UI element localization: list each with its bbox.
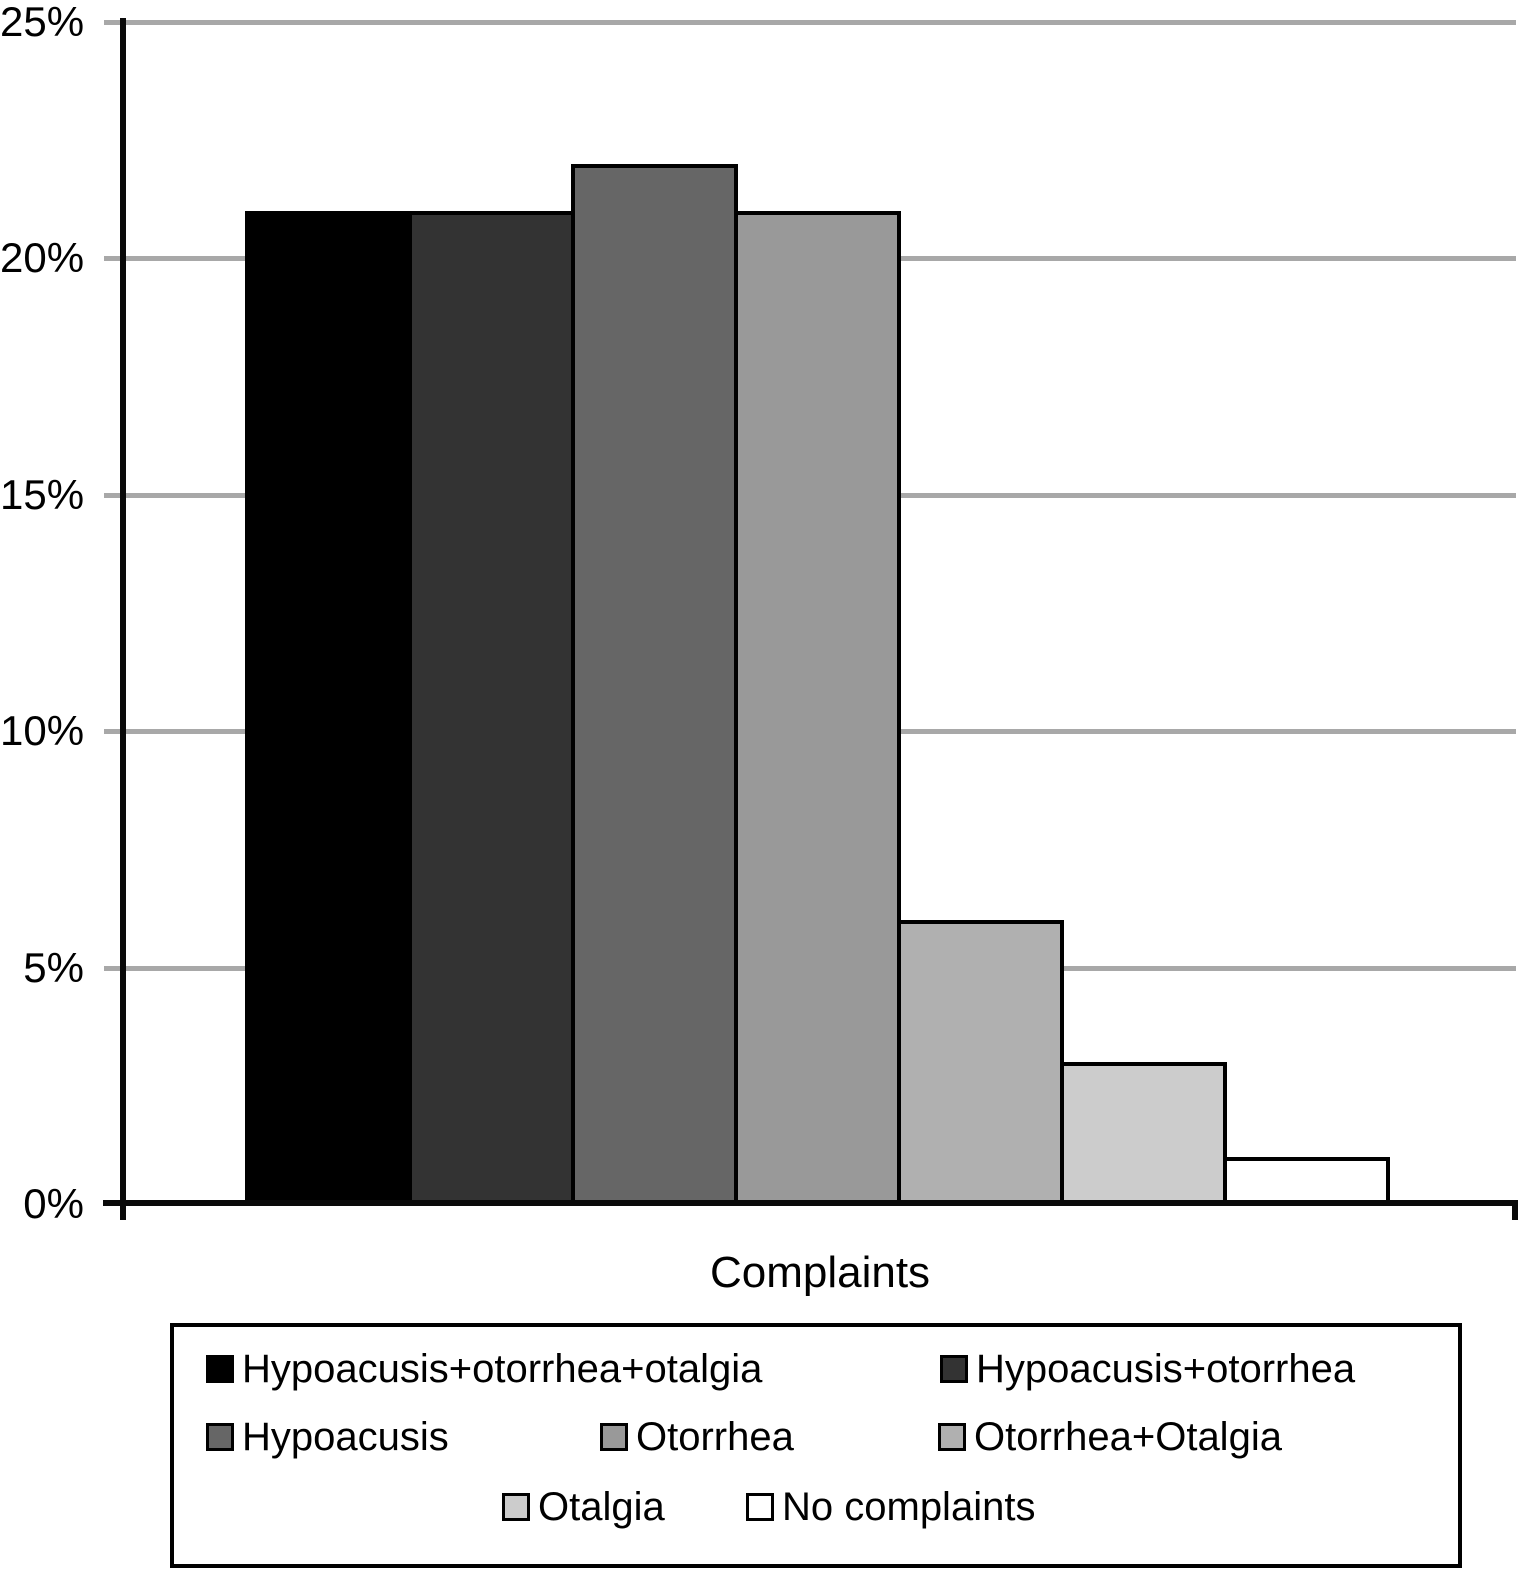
- legend-item-hypoacusis-otorrhea: Hypoacusis+otorrhea: [940, 1339, 1355, 1399]
- legend-swatch-otorrhea-otalgia: [938, 1423, 966, 1451]
- legend-swatch-hypoacusis-otorrhea: [940, 1355, 968, 1383]
- legend-item-hypoacusis-otorrhea-otalgia: Hypoacusis+otorrhea+otalgia: [206, 1339, 762, 1399]
- legend-item-otalgia: Otalgia: [502, 1477, 665, 1537]
- bar-no-complaints: [1223, 1157, 1390, 1204]
- legend-label-hypoacusis-otorrhea: Hypoacusis+otorrhea: [976, 1347, 1356, 1391]
- legend-row-3: Otalgia No complaints: [174, 1477, 1458, 1537]
- legend-label-otorrhea: Otorrhea: [636, 1415, 794, 1459]
- legend-row-1: Hypoacusis+otorrhea+otalgia Hypoacusis+ot…: [174, 1339, 1458, 1399]
- bar-hypoacusis-otorrhea-otalgia: [245, 211, 412, 1204]
- bar-otalgia: [1060, 1062, 1227, 1204]
- y-axis: [120, 18, 126, 1220]
- bar-otorrhea-otalgia: [897, 920, 1064, 1204]
- legend-label-hypoacusis: Hypoacusis: [242, 1415, 449, 1459]
- legend: Hypoacusis+otorrhea+otalgia Hypoacusis+ot…: [170, 1323, 1462, 1568]
- legend-swatch-hypoacusis-otorrhea-otalgia: [206, 1355, 234, 1383]
- legend-label-otalgia: Otalgia: [538, 1485, 665, 1529]
- x-axis-end-tick: [1512, 1200, 1518, 1220]
- legend-label-hypoacusis-otorrhea-otalgia: Hypoacusis+otorrhea+otalgia: [242, 1347, 763, 1391]
- y-tick-label-25pct: 25%: [0, 0, 85, 45]
- legend-swatch-otalgia: [502, 1493, 530, 1521]
- legend-swatch-no-complaints: [746, 1493, 774, 1521]
- x-axis-title: Complaints: [709, 1248, 931, 1297]
- bar-hypoacusis: [571, 164, 738, 1204]
- y-tick-label-20pct: 20%: [0, 234, 85, 281]
- y-tick-label-15pct: 15%: [0, 471, 85, 518]
- legend-swatch-otorrhea: [600, 1423, 628, 1451]
- legend-swatch-hypoacusis: [206, 1423, 234, 1451]
- y-tick-label-0pct: 0%: [23, 1180, 84, 1227]
- legend-item-hypoacusis: Hypoacusis: [206, 1407, 449, 1467]
- bar-hypoacusis-otorrhea: [408, 211, 575, 1204]
- legend-row-2: Hypoacusis Otorrhea Otorrhea+Otalgia: [174, 1407, 1458, 1467]
- legend-item-otorrhea-otalgia: Otorrhea+Otalgia: [938, 1407, 1282, 1467]
- x-axis: [103, 1200, 1518, 1206]
- legend-item-otorrhea: Otorrhea: [600, 1407, 794, 1467]
- bar-otorrhea: [734, 211, 901, 1204]
- legend-label-no-complaints: No complaints: [782, 1485, 1036, 1529]
- y-tick-label-10pct: 10%: [0, 707, 85, 754]
- gridline-25pct: [104, 20, 1516, 25]
- y-tick-label-5pct: 5%: [23, 944, 84, 991]
- legend-item-no-complaints: No complaints: [746, 1477, 1035, 1537]
- legend-label-otorrhea-otalgia: Otorrhea+Otalgia: [974, 1415, 1282, 1459]
